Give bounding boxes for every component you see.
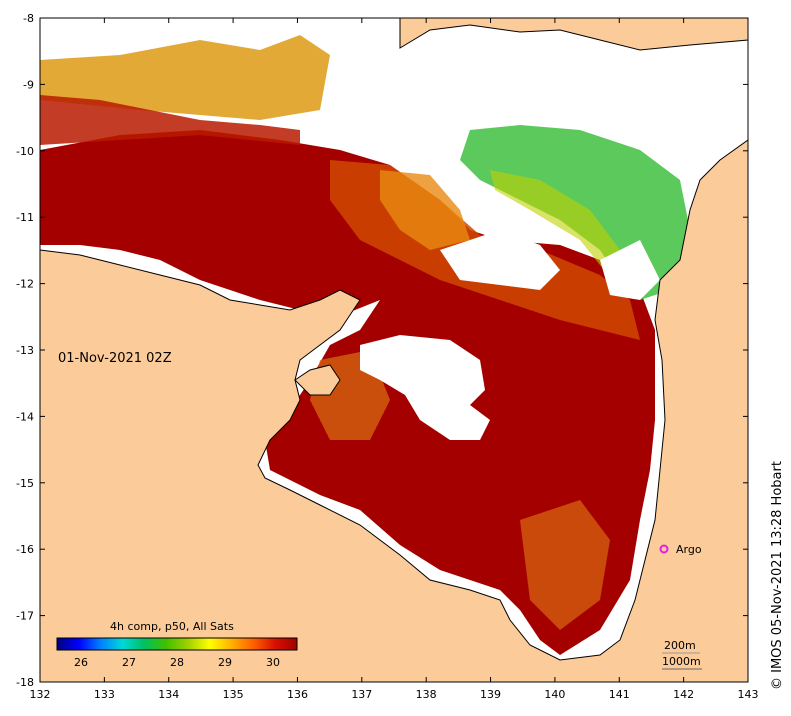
x-tick-label: 136 bbox=[287, 688, 308, 701]
cloud-central bbox=[360, 335, 490, 440]
x-tick-label: 133 bbox=[94, 688, 115, 701]
colorbar-tick-label: 29 bbox=[218, 656, 232, 669]
credit: © IMOS 05-Nov-2021 13:28 Hobart bbox=[770, 461, 785, 690]
y-tick-label: -8 bbox=[23, 12, 34, 25]
cloud-east-gap bbox=[600, 240, 660, 300]
y-tick-label: -17 bbox=[16, 610, 34, 623]
colorbar-tick-label: 30 bbox=[266, 656, 280, 669]
colorbar-tick-label: 27 bbox=[122, 656, 136, 669]
argo-marker-dot bbox=[659, 544, 669, 554]
y-tick-label: -14 bbox=[16, 410, 34, 423]
colorbar: 4h comp, p50, All Sats 26 27 28 29 30 bbox=[56, 620, 298, 669]
sst-field-north-patches bbox=[40, 35, 330, 120]
y-tick-label: -9 bbox=[23, 78, 34, 91]
colorbar-ticks: 26 27 28 29 30 bbox=[74, 656, 280, 669]
y-tick-label: -10 bbox=[16, 145, 34, 158]
y-tick-label: -12 bbox=[16, 278, 34, 291]
x-tick-label: 135 bbox=[223, 688, 244, 701]
x-tick-label: 141 bbox=[609, 688, 630, 701]
colorbar-tick-label: 28 bbox=[170, 656, 184, 669]
cloud-north-east bbox=[330, 20, 700, 145]
x-tick-label: 143 bbox=[738, 688, 759, 701]
y-tick-label: -11 bbox=[16, 211, 34, 224]
x-tick-label: 142 bbox=[673, 688, 694, 701]
isobath-1000m: 1000m bbox=[662, 655, 701, 668]
x-tick-label: 140 bbox=[544, 688, 565, 701]
argo-label: Argo bbox=[676, 543, 702, 556]
y-axis: -8 -9 -10 -11 -12 -13 -14 -15 -16 -17 -18 bbox=[16, 12, 748, 689]
cloud-mask bbox=[330, 20, 700, 440]
isobath-legend: 200m 1000m bbox=[662, 639, 702, 670]
argo-marker: Argo bbox=[659, 543, 702, 556]
x-tick-label: 137 bbox=[351, 688, 372, 701]
y-tick-label: -13 bbox=[16, 344, 34, 357]
date-label: 01-Nov-2021 02Z bbox=[58, 351, 172, 366]
sst-field-warm-patch bbox=[380, 170, 470, 250]
x-tick-label: 138 bbox=[416, 688, 437, 701]
x-tick-label: 132 bbox=[30, 688, 51, 701]
sst-field-orange-south bbox=[520, 500, 610, 630]
land-arnhem bbox=[39, 139, 749, 683]
x-axis: 132 133 134 135 136 137 138 139 140 141 142 143 bbox=[30, 18, 759, 701]
colorbar-title: 4h comp, p50, All Sats bbox=[110, 620, 234, 633]
colorbar-tick-label: 26 bbox=[74, 656, 88, 669]
x-tick-label: 139 bbox=[480, 688, 501, 701]
sst-field-north-dark bbox=[40, 95, 300, 145]
land-groote bbox=[294, 364, 341, 396]
x-tick-label: 134 bbox=[158, 688, 179, 701]
isobath-200m: 200m bbox=[664, 639, 696, 652]
y-tick-label: -15 bbox=[16, 477, 34, 490]
cloud-mid bbox=[440, 230, 560, 290]
colorbar-gradient bbox=[56, 637, 298, 651]
y-tick-label: -18 bbox=[16, 676, 34, 689]
y-tick-label: -16 bbox=[16, 543, 34, 556]
